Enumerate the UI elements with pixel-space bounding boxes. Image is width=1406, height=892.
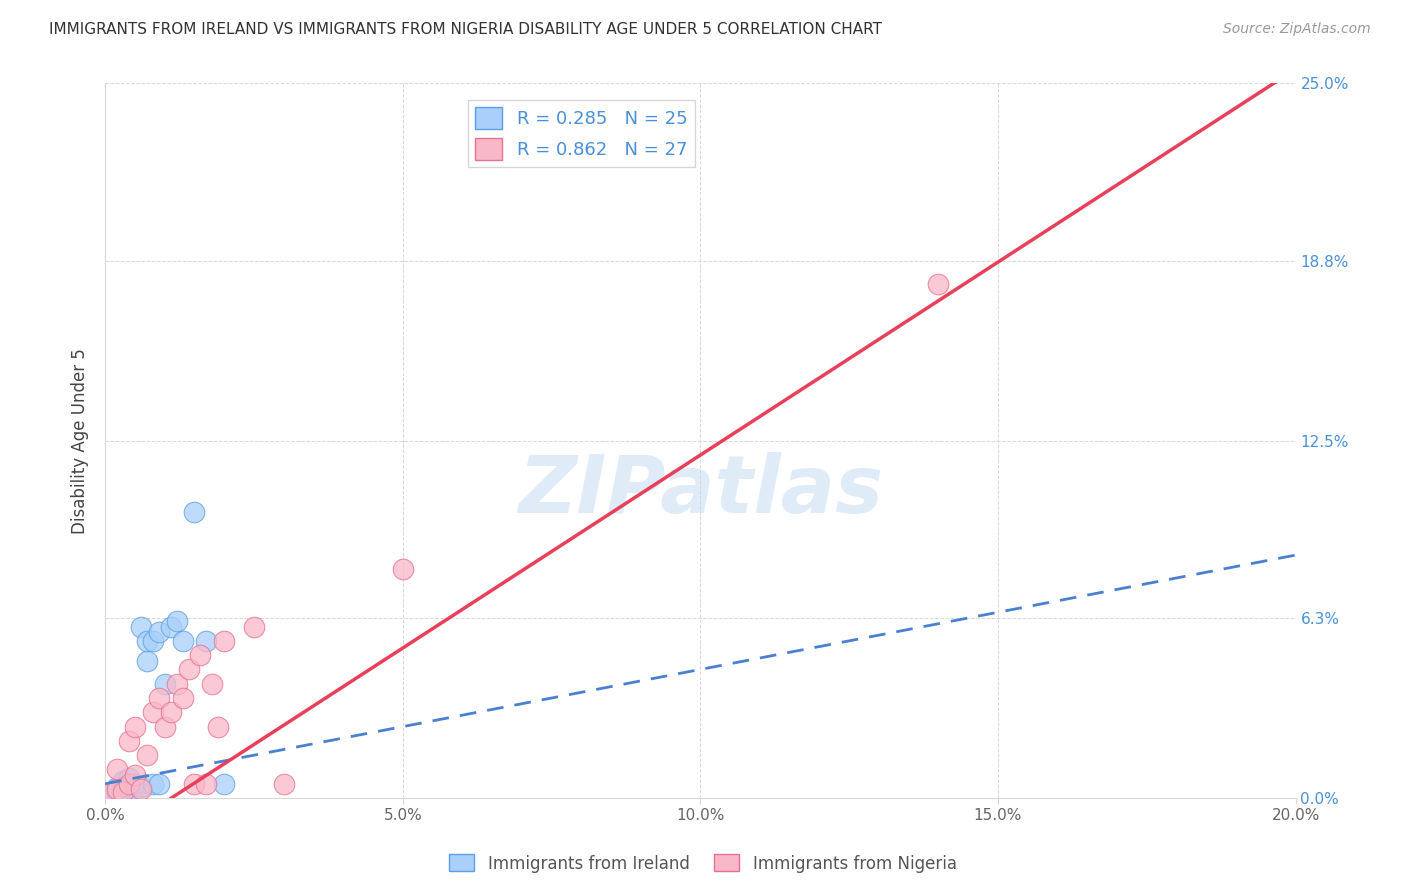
Point: [129, 782, 152, 797]
Point: [195, 777, 218, 791]
Text: Source: ZipAtlas.com: Source: ZipAtlas.com: [1223, 22, 1371, 37]
Point: [148, 691, 170, 706]
Point: [153, 677, 176, 691]
Point: [135, 748, 157, 763]
Point: [166, 614, 188, 628]
Point: [183, 505, 205, 519]
Point: [124, 782, 146, 797]
Point: [148, 625, 170, 640]
Point: [212, 777, 235, 791]
Point: [135, 633, 157, 648]
Point: [112, 785, 135, 799]
Point: [212, 633, 235, 648]
Point: [118, 734, 141, 748]
Y-axis label: Disability Age Under 5: Disability Age Under 5: [72, 348, 89, 533]
Point: [148, 777, 170, 791]
Point: [927, 277, 949, 291]
Point: [112, 782, 135, 797]
Text: IMMIGRANTS FROM IRELAND VS IMMIGRANTS FROM NIGERIA DISABILITY AGE UNDER 5 CORREL: IMMIGRANTS FROM IRELAND VS IMMIGRANTS FR…: [49, 22, 882, 37]
Point: [159, 619, 181, 633]
Text: ZIPatlas: ZIPatlas: [517, 451, 883, 530]
Point: [183, 777, 205, 791]
Point: [105, 782, 128, 797]
Point: [118, 777, 141, 791]
Point: [190, 648, 212, 662]
Point: [124, 720, 146, 734]
Point: [100, 785, 122, 799]
Point: [273, 777, 295, 791]
Point: [124, 777, 146, 791]
Point: [159, 706, 181, 720]
Point: [129, 619, 152, 633]
Point: [195, 633, 218, 648]
Point: [177, 662, 200, 676]
Point: [129, 780, 152, 794]
Point: [243, 619, 266, 633]
Point: [112, 773, 135, 788]
Point: [118, 780, 141, 794]
Point: [391, 562, 413, 576]
Point: [166, 677, 188, 691]
Point: [105, 780, 128, 794]
Point: [124, 768, 146, 782]
Point: [112, 777, 135, 791]
Point: [153, 720, 176, 734]
Point: [105, 763, 128, 777]
Point: [142, 706, 165, 720]
Legend: Immigrants from Ireland, Immigrants from Nigeria: Immigrants from Ireland, Immigrants from…: [443, 847, 963, 880]
Legend: R = 0.285   N = 25, R = 0.862   N = 27: R = 0.285 N = 25, R = 0.862 N = 27: [468, 100, 695, 167]
Point: [142, 633, 165, 648]
Point: [172, 691, 194, 706]
Point: [142, 777, 165, 791]
Point: [118, 771, 141, 785]
Point: [135, 654, 157, 668]
Point: [105, 785, 128, 799]
Point: [100, 785, 122, 799]
Point: [207, 720, 229, 734]
Point: [201, 677, 224, 691]
Point: [172, 633, 194, 648]
